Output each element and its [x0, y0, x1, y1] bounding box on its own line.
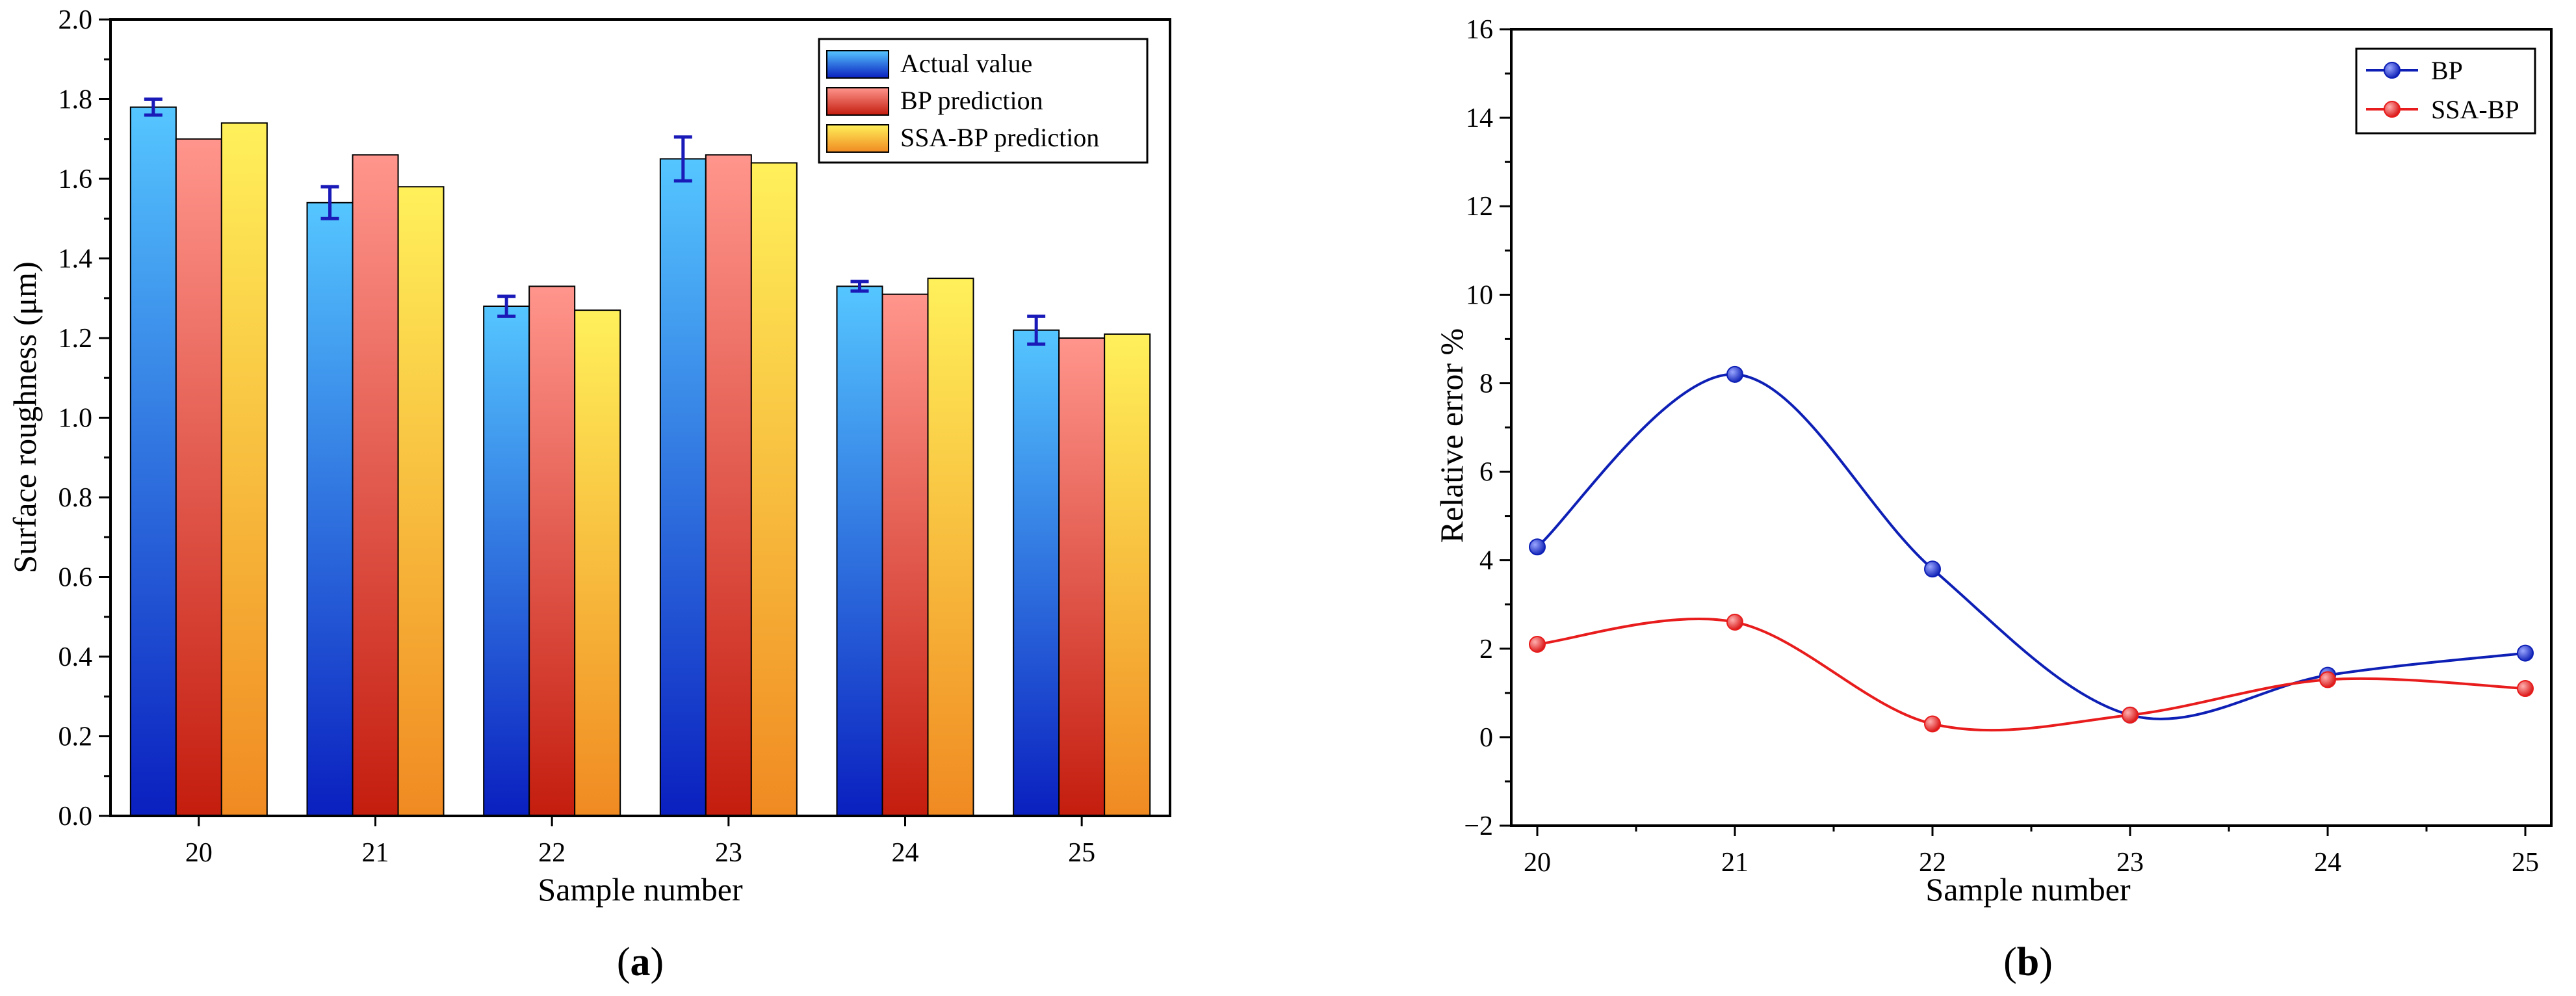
y-tick-label: 2 [1479, 635, 1493, 664]
legend-frame [2355, 47, 2536, 135]
line-ssa-bp [1537, 617, 2526, 732]
marker-ssa-bp [2517, 680, 2534, 698]
series-lines [1536, 373, 2526, 732]
panel-a-bar-chart: 0.0 0.2 0.4 0.6 0.8 1.0 1.2 1.4 1.6 1.8 2.0 20 21 22… [7, 5, 1171, 984]
x-tick-label: 20 [1524, 848, 1551, 878]
y-tick-label: 1.6 [59, 164, 93, 194]
y-tick-label: 0.6 [59, 563, 93, 593]
panel-label-b: (b) [2003, 940, 2053, 984]
marker-ssa-bp [2319, 671, 2336, 688]
y-tick-label: 0.2 [59, 722, 93, 752]
bar-actual-value [836, 285, 883, 817]
bar-bp-prediction [881, 293, 929, 817]
legend-label-bp-prediction: BP prediction [900, 86, 1043, 115]
bar-group [129, 106, 1151, 817]
bar-ssa-bp-prediction [574, 309, 621, 817]
marker-bp [2517, 644, 2534, 662]
x-tick-label: 24 [892, 838, 919, 868]
x-axis-title: Sample number [538, 871, 743, 908]
y-tick-label: 8 [1479, 369, 1493, 399]
y-tick-label: 0.0 [59, 802, 93, 832]
marker-bp [1529, 538, 1546, 556]
marker-bp [1924, 560, 1941, 578]
marker-bp [1726, 365, 1743, 383]
series-markers [1529, 365, 2534, 733]
x-axis: 20 21 22 23 24 25 [1524, 826, 2539, 878]
y-axis-title: Surface roughness (μm) [7, 261, 43, 573]
marker-ssa-bp [1726, 613, 1743, 631]
y-tick-label: 0 [1479, 723, 1493, 753]
bar-ssa-bp-prediction [1104, 333, 1151, 817]
y-tick-label: 2.0 [59, 5, 93, 35]
x-tick-label: 21 [1721, 848, 1749, 878]
bar-actual-value [129, 106, 177, 817]
x-tick-label: 24 [2314, 848, 2341, 878]
y-tick-label: −2 [1464, 811, 1493, 841]
x-axis: 20 21 22 23 24 25 [185, 816, 1095, 868]
y-tick-label: 12 [1466, 192, 1493, 222]
x-tick-label: 23 [715, 838, 742, 868]
x-tick-label: 22 [1919, 848, 1946, 878]
legend-label-actual-value: Actual value [900, 49, 1032, 78]
y-axis: 0.0 0.2 0.4 0.6 0.8 1.0 1.2 1.4 1.6 1.8 2.0 [59, 5, 111, 832]
bar-actual-value [306, 202, 354, 817]
legend-swatch-actual-value [826, 50, 889, 79]
panel-label-a: (a) [617, 940, 664, 984]
bar-bp-prediction [528, 285, 576, 817]
errorbar-group [144, 98, 1046, 346]
bar-bp-prediction [705, 154, 752, 817]
x-tick-label: 23 [2116, 848, 2144, 878]
marker-ssa-bp [1529, 635, 1546, 653]
legend-marker-ssa-bp [2384, 101, 2400, 118]
marker-ssa-bp [1924, 715, 1941, 733]
y-tick-label: 1.4 [59, 244, 93, 274]
legend-label-ssa-bp: SSA-BP [2431, 95, 2519, 124]
bar-bp-prediction [1058, 337, 1106, 817]
bar-bp-prediction [352, 154, 399, 817]
bar-ssa-bp-prediction [927, 278, 974, 817]
legend-marker-bp [2384, 62, 2400, 79]
bar-ssa-bp-prediction [220, 122, 268, 817]
y-tick-label: 10 [1466, 280, 1493, 310]
legend: Actual value BP prediction SSA-BP predicti… [818, 38, 1149, 164]
y-tick-label: 0.4 [59, 642, 93, 672]
bar-ssa-bp-prediction [750, 162, 798, 817]
y-tick-label: 4 [1479, 546, 1493, 576]
y-axis-title: Relative error % [1433, 328, 1470, 543]
y-tick-label: 1.0 [59, 404, 93, 434]
y-tick-label: 0.8 [59, 483, 93, 513]
x-tick-label: 25 [2512, 848, 2539, 878]
y-tick-label: 1.2 [59, 324, 93, 354]
bar-ssa-bp-prediction [397, 186, 445, 817]
legend-swatch-ssa-bp-prediction [826, 124, 889, 153]
x-tick-label: 25 [1068, 838, 1095, 868]
x-axis-title: Sample number [1925, 871, 2131, 908]
marker-ssa-bp [2122, 706, 2139, 724]
y-tick-label: 1.8 [59, 85, 93, 115]
bar-actual-value [483, 306, 530, 817]
plot-frame [1510, 28, 2553, 827]
y-tick-label: 6 [1479, 458, 1493, 488]
x-tick-label: 21 [362, 838, 389, 868]
legend-label-bp: BP [2431, 56, 2463, 85]
legend-swatch-bp-prediction [826, 87, 889, 116]
bar-actual-value [1013, 329, 1060, 817]
x-tick-label: 22 [538, 838, 566, 868]
legend: BP SSA-BP [2355, 47, 2536, 135]
y-tick-label: 14 [1466, 103, 1493, 133]
bar-bp-prediction [175, 138, 222, 817]
legend-label-ssa-bp-prediction: SSA-BP prediction [900, 123, 1099, 152]
x-tick-label: 20 [185, 838, 213, 868]
line-bp [1536, 373, 2526, 720]
y-tick-label: 16 [1466, 15, 1493, 45]
bar-actual-value [659, 158, 707, 817]
y-axis: −2 0 2 4 6 8 10 12 14 16 [1464, 15, 1511, 841]
